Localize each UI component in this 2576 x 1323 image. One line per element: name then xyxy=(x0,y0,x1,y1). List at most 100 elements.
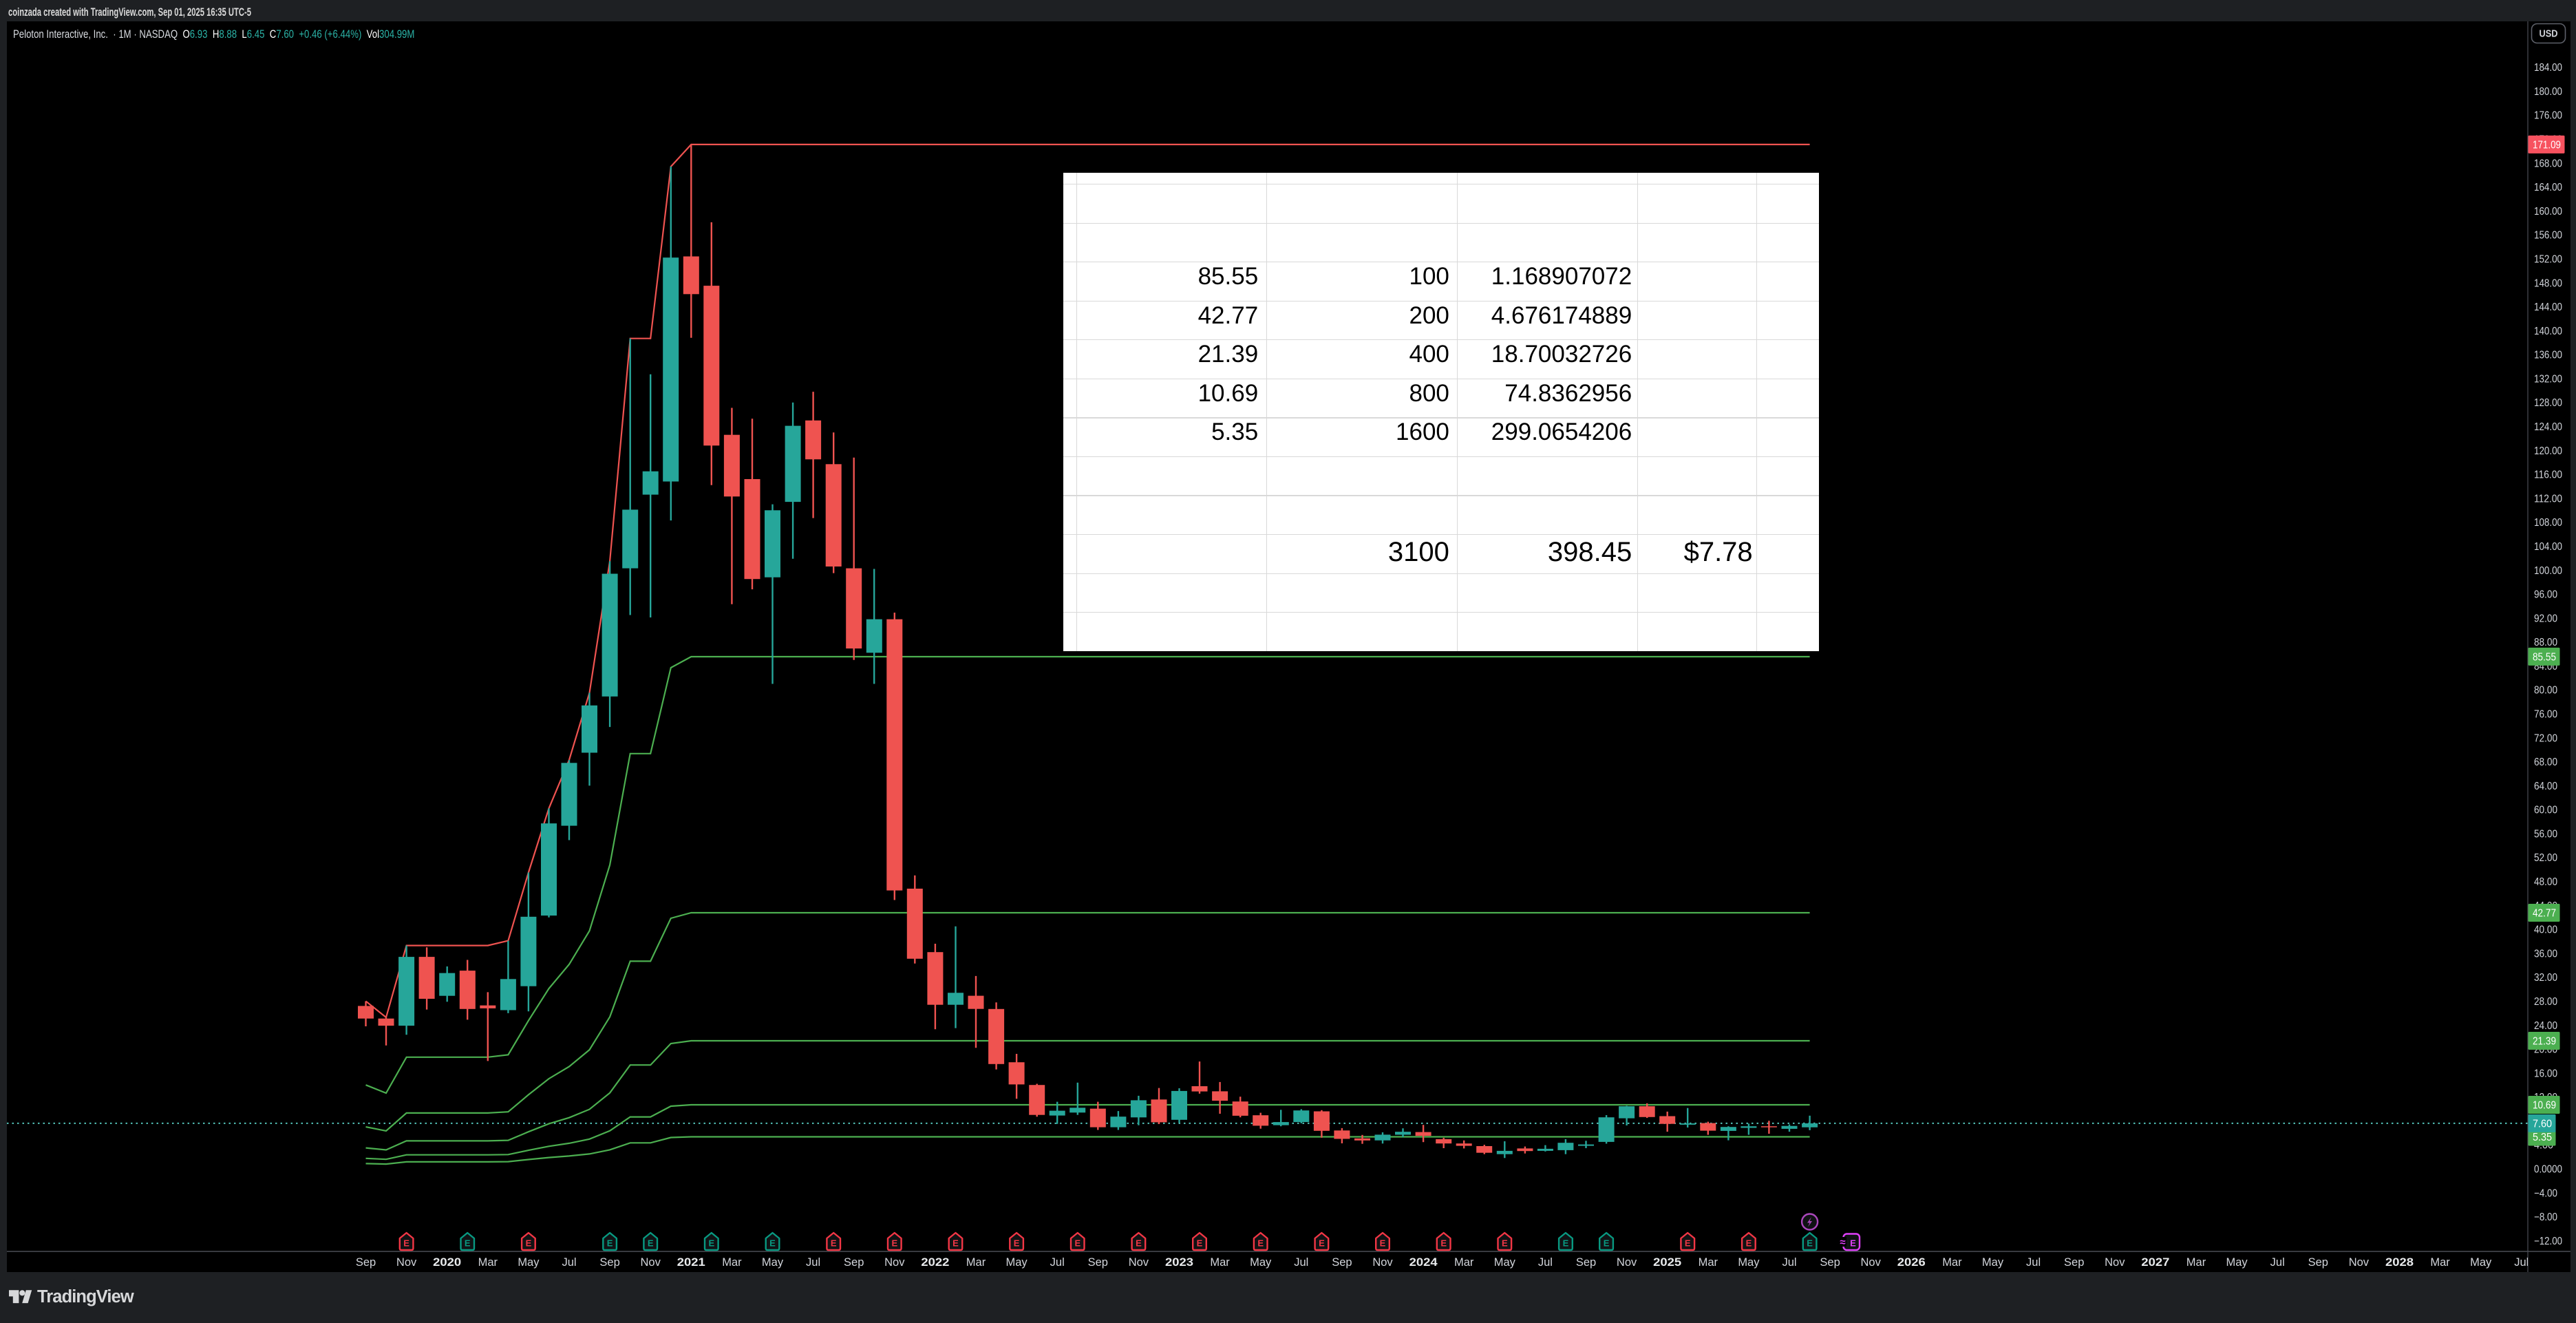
svg-text:Sep: Sep xyxy=(1820,1256,1840,1269)
svg-text:112.00: 112.00 xyxy=(2534,493,2562,505)
svg-text:E: E xyxy=(1257,1238,1264,1249)
svg-text:100.00: 100.00 xyxy=(2534,565,2562,577)
svg-text:Mar: Mar xyxy=(966,1256,986,1269)
svg-text:152.00: 152.00 xyxy=(2534,254,2562,266)
svg-text:Jul: Jul xyxy=(806,1256,820,1269)
svg-text:Jul: Jul xyxy=(2270,1256,2285,1269)
svg-text:144.00: 144.00 xyxy=(2534,301,2562,313)
svg-text:Mar: Mar xyxy=(2430,1256,2450,1269)
svg-text:36.00: 36.00 xyxy=(2534,948,2557,960)
svg-text:88.00: 88.00 xyxy=(2534,637,2557,648)
svg-text:Mar: Mar xyxy=(1699,1256,1718,1269)
svg-text:Nov: Nov xyxy=(1129,1256,1149,1269)
svg-text:Nov: Nov xyxy=(641,1256,661,1269)
svg-text:Nov: Nov xyxy=(884,1256,905,1269)
svg-text:May: May xyxy=(1982,1256,2004,1269)
svg-text:E: E xyxy=(1074,1238,1081,1249)
svg-text:May: May xyxy=(762,1256,784,1269)
svg-text:Jul: Jul xyxy=(2026,1256,2041,1269)
svg-text:Sep: Sep xyxy=(1332,1256,1352,1269)
svg-text:24.00: 24.00 xyxy=(2534,1020,2557,1032)
svg-text:Jul: Jul xyxy=(1538,1256,1553,1269)
svg-text:E: E xyxy=(1380,1238,1386,1249)
svg-text:Jul: Jul xyxy=(1294,1256,1308,1269)
svg-text:76.00: 76.00 xyxy=(2534,709,2557,721)
svg-text:E: E xyxy=(1563,1238,1569,1249)
svg-text:Mar: Mar xyxy=(478,1256,498,1269)
svg-text:2027: 2027 xyxy=(2141,1256,2169,1269)
svg-text:E: E xyxy=(1197,1238,1203,1249)
svg-text:Mar: Mar xyxy=(1210,1256,1230,1269)
svg-text:Nov: Nov xyxy=(1372,1256,1393,1269)
svg-text:E: E xyxy=(769,1238,776,1249)
svg-text:May: May xyxy=(1250,1256,1272,1269)
svg-text:E: E xyxy=(526,1238,532,1249)
svg-text:Nov: Nov xyxy=(2349,1256,2370,1269)
svg-text:85.55: 85.55 xyxy=(2533,651,2556,663)
svg-text:Nov: Nov xyxy=(1617,1256,1637,1269)
svg-text:Nov: Nov xyxy=(396,1256,417,1269)
svg-text:E: E xyxy=(1440,1238,1447,1249)
svg-text:E: E xyxy=(1746,1238,1752,1249)
svg-text:Sep: Sep xyxy=(1576,1256,1596,1269)
svg-text:32.00: 32.00 xyxy=(2534,972,2557,984)
svg-text:2026: 2026 xyxy=(1897,1256,1926,1269)
svg-text:2023: 2023 xyxy=(1165,1256,1193,1269)
svg-text:2020: 2020 xyxy=(433,1256,461,1269)
svg-text:May: May xyxy=(1006,1256,1028,1269)
svg-text:Mar: Mar xyxy=(1454,1256,1474,1269)
svg-text:May: May xyxy=(2226,1256,2248,1269)
svg-text:2024: 2024 xyxy=(1409,1256,1438,1269)
svg-text:128.00: 128.00 xyxy=(2534,397,2562,409)
svg-text:Mar: Mar xyxy=(1942,1256,1962,1269)
svg-text:148.00: 148.00 xyxy=(2534,277,2562,289)
svg-text:TradingView: TradingView xyxy=(37,1287,134,1306)
svg-text:E: E xyxy=(1604,1238,1610,1249)
svg-text:72.00: 72.00 xyxy=(2534,732,2557,744)
svg-text:E: E xyxy=(1850,1238,1856,1249)
svg-text:E: E xyxy=(403,1238,409,1249)
svg-text:164.00: 164.00 xyxy=(2534,182,2562,193)
svg-text:132.00: 132.00 xyxy=(2534,373,2562,385)
svg-text:Jul: Jul xyxy=(1782,1256,1796,1269)
svg-text:E: E xyxy=(1502,1238,1508,1249)
svg-text:−8.00: −8.00 xyxy=(2534,1211,2557,1223)
svg-text:Sep: Sep xyxy=(844,1256,864,1269)
svg-text:124.00: 124.00 xyxy=(2534,421,2562,433)
svg-text:0.0000: 0.0000 xyxy=(2534,1164,2562,1176)
svg-text:≈: ≈ xyxy=(1840,1237,1845,1249)
svg-text:Nov: Nov xyxy=(1861,1256,1882,1269)
svg-text:E: E xyxy=(891,1238,897,1249)
svg-text:Sep: Sep xyxy=(599,1256,619,1269)
svg-text:68.00: 68.00 xyxy=(2534,756,2557,768)
svg-text:Mar: Mar xyxy=(722,1256,742,1269)
svg-text:96.00: 96.00 xyxy=(2534,589,2557,601)
svg-text:10.69: 10.69 xyxy=(2533,1100,2556,1112)
svg-text:140.00: 140.00 xyxy=(2534,326,2562,337)
svg-text:−4.00: −4.00 xyxy=(2534,1187,2557,1199)
svg-text:184.00: 184.00 xyxy=(2534,62,2562,74)
svg-text:7.60: 7.60 xyxy=(2533,1118,2552,1130)
svg-text:May: May xyxy=(2470,1256,2492,1269)
svg-text:Sep: Sep xyxy=(2064,1256,2084,1269)
svg-text:56.00: 56.00 xyxy=(2534,828,2557,840)
svg-text:May: May xyxy=(518,1256,540,1269)
svg-text:Jul: Jul xyxy=(562,1256,576,1269)
svg-text:E: E xyxy=(831,1238,837,1249)
svg-text:160.00: 160.00 xyxy=(2534,206,2562,218)
svg-text:2025: 2025 xyxy=(1653,1256,1681,1269)
svg-text:2028: 2028 xyxy=(2385,1256,2414,1269)
svg-text:E: E xyxy=(648,1238,654,1249)
svg-text:E: E xyxy=(1014,1238,1020,1249)
svg-text:180.00: 180.00 xyxy=(2534,86,2562,98)
svg-text:64.00: 64.00 xyxy=(2534,781,2557,792)
svg-text:52.00: 52.00 xyxy=(2534,852,2557,864)
svg-text:Mar: Mar xyxy=(2186,1256,2206,1269)
svg-text:May: May xyxy=(1494,1256,1516,1269)
svg-text:USD: USD xyxy=(2540,28,2558,40)
svg-text:80.00: 80.00 xyxy=(2534,685,2557,697)
svg-text:Sep: Sep xyxy=(1088,1256,1108,1269)
svg-text:116.00: 116.00 xyxy=(2534,469,2562,481)
svg-text:Nov: Nov xyxy=(2105,1256,2125,1269)
svg-text:Jul: Jul xyxy=(2514,1256,2529,1269)
